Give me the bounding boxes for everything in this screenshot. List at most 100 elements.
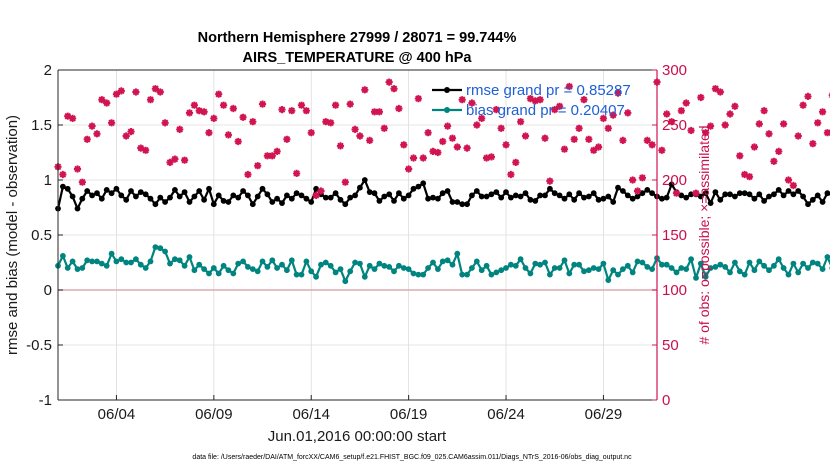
data-point	[537, 192, 543, 199]
data-point	[517, 118, 524, 125]
data-point	[692, 189, 700, 197]
data-point	[590, 190, 597, 197]
data-point	[469, 192, 475, 199]
data-point	[663, 261, 670, 268]
data-point	[639, 175, 646, 181]
data-point	[556, 265, 563, 271]
data-point	[337, 143, 344, 149]
data-point	[220, 198, 227, 204]
data-point	[74, 266, 81, 272]
data-point	[181, 157, 188, 164]
data-point	[503, 265, 509, 271]
data-point	[522, 190, 529, 197]
data-point	[405, 165, 413, 173]
data-point	[741, 171, 748, 178]
data-point	[459, 271, 466, 278]
data-point	[780, 121, 787, 127]
data-point	[107, 119, 116, 127]
data-point	[167, 159, 173, 166]
data-point	[741, 190, 748, 197]
data-point	[473, 122, 480, 128]
data-point	[444, 188, 451, 194]
data-point	[118, 256, 125, 263]
data-point	[498, 267, 505, 274]
data-point	[610, 112, 616, 118]
data-point	[435, 149, 441, 156]
data-point	[512, 159, 519, 166]
data-point	[624, 109, 632, 117]
data-point	[605, 125, 612, 132]
data-point	[448, 134, 457, 142]
data-point	[284, 267, 290, 274]
data-point	[478, 114, 486, 122]
footer-data-file: data file: /Users/raeder/DAI/ATM_forcXX/…	[192, 454, 632, 461]
data-point	[274, 265, 280, 271]
data-point	[69, 193, 76, 200]
data-point	[361, 177, 368, 183]
data-point	[468, 99, 476, 107]
data-point	[469, 265, 475, 271]
data-point	[761, 262, 767, 269]
chart-subtitle: AIRS_TEMPERATURE @ 400 hPa	[242, 50, 472, 66]
data-point	[771, 158, 777, 165]
data-point	[336, 142, 345, 150]
data-point	[668, 265, 675, 271]
data-point	[117, 87, 125, 95]
data-point	[419, 154, 427, 162]
data-point	[800, 260, 806, 267]
data-point	[464, 271, 470, 278]
data-point	[137, 189, 144, 196]
data-point	[181, 262, 188, 269]
data-point	[245, 264, 251, 270]
data-point	[132, 88, 140, 96]
data-point	[599, 114, 608, 122]
data-point	[297, 101, 306, 109]
data-point	[800, 102, 806, 108]
data-point	[234, 137, 242, 146]
data-point	[741, 170, 749, 179]
data-point	[391, 198, 397, 204]
data-point	[342, 201, 349, 208]
data-point	[732, 103, 738, 110]
data-point	[352, 192, 358, 199]
data-point	[99, 96, 105, 103]
data-point	[230, 105, 237, 112]
legend: rmse grand pr = 0.85287 bias grand pr = 0…	[432, 82, 631, 119]
data-point	[643, 136, 651, 144]
data-point	[750, 143, 758, 151]
data-point	[128, 128, 134, 135]
data-point	[824, 254, 830, 260]
data-point	[167, 194, 173, 201]
data-point	[711, 85, 720, 93]
data-point	[736, 152, 744, 160]
data-point	[318, 188, 324, 194]
data-point	[83, 135, 91, 143]
data-point	[756, 191, 763, 198]
data-point	[683, 266, 690, 272]
data-point	[620, 266, 626, 272]
data-point	[112, 90, 121, 98]
data-point	[639, 259, 646, 266]
data-point	[566, 191, 573, 198]
data-point	[352, 259, 358, 266]
data-point	[756, 121, 763, 127]
data-point	[191, 102, 198, 108]
data-point	[503, 142, 509, 148]
data-point	[439, 190, 446, 197]
data-point	[269, 257, 276, 264]
data-point	[200, 108, 208, 116]
data-point	[258, 100, 267, 108]
data-point	[137, 144, 145, 152]
data-point	[370, 108, 379, 116]
data-point	[678, 265, 685, 271]
data-point	[527, 196, 534, 203]
data-point	[225, 132, 232, 138]
data-point	[138, 145, 144, 151]
data-point	[488, 271, 495, 278]
data-point	[307, 129, 315, 137]
data-point	[449, 261, 456, 268]
data-point	[745, 173, 754, 181]
data-point	[400, 142, 407, 148]
data-point	[649, 190, 655, 197]
data-point	[508, 261, 514, 268]
